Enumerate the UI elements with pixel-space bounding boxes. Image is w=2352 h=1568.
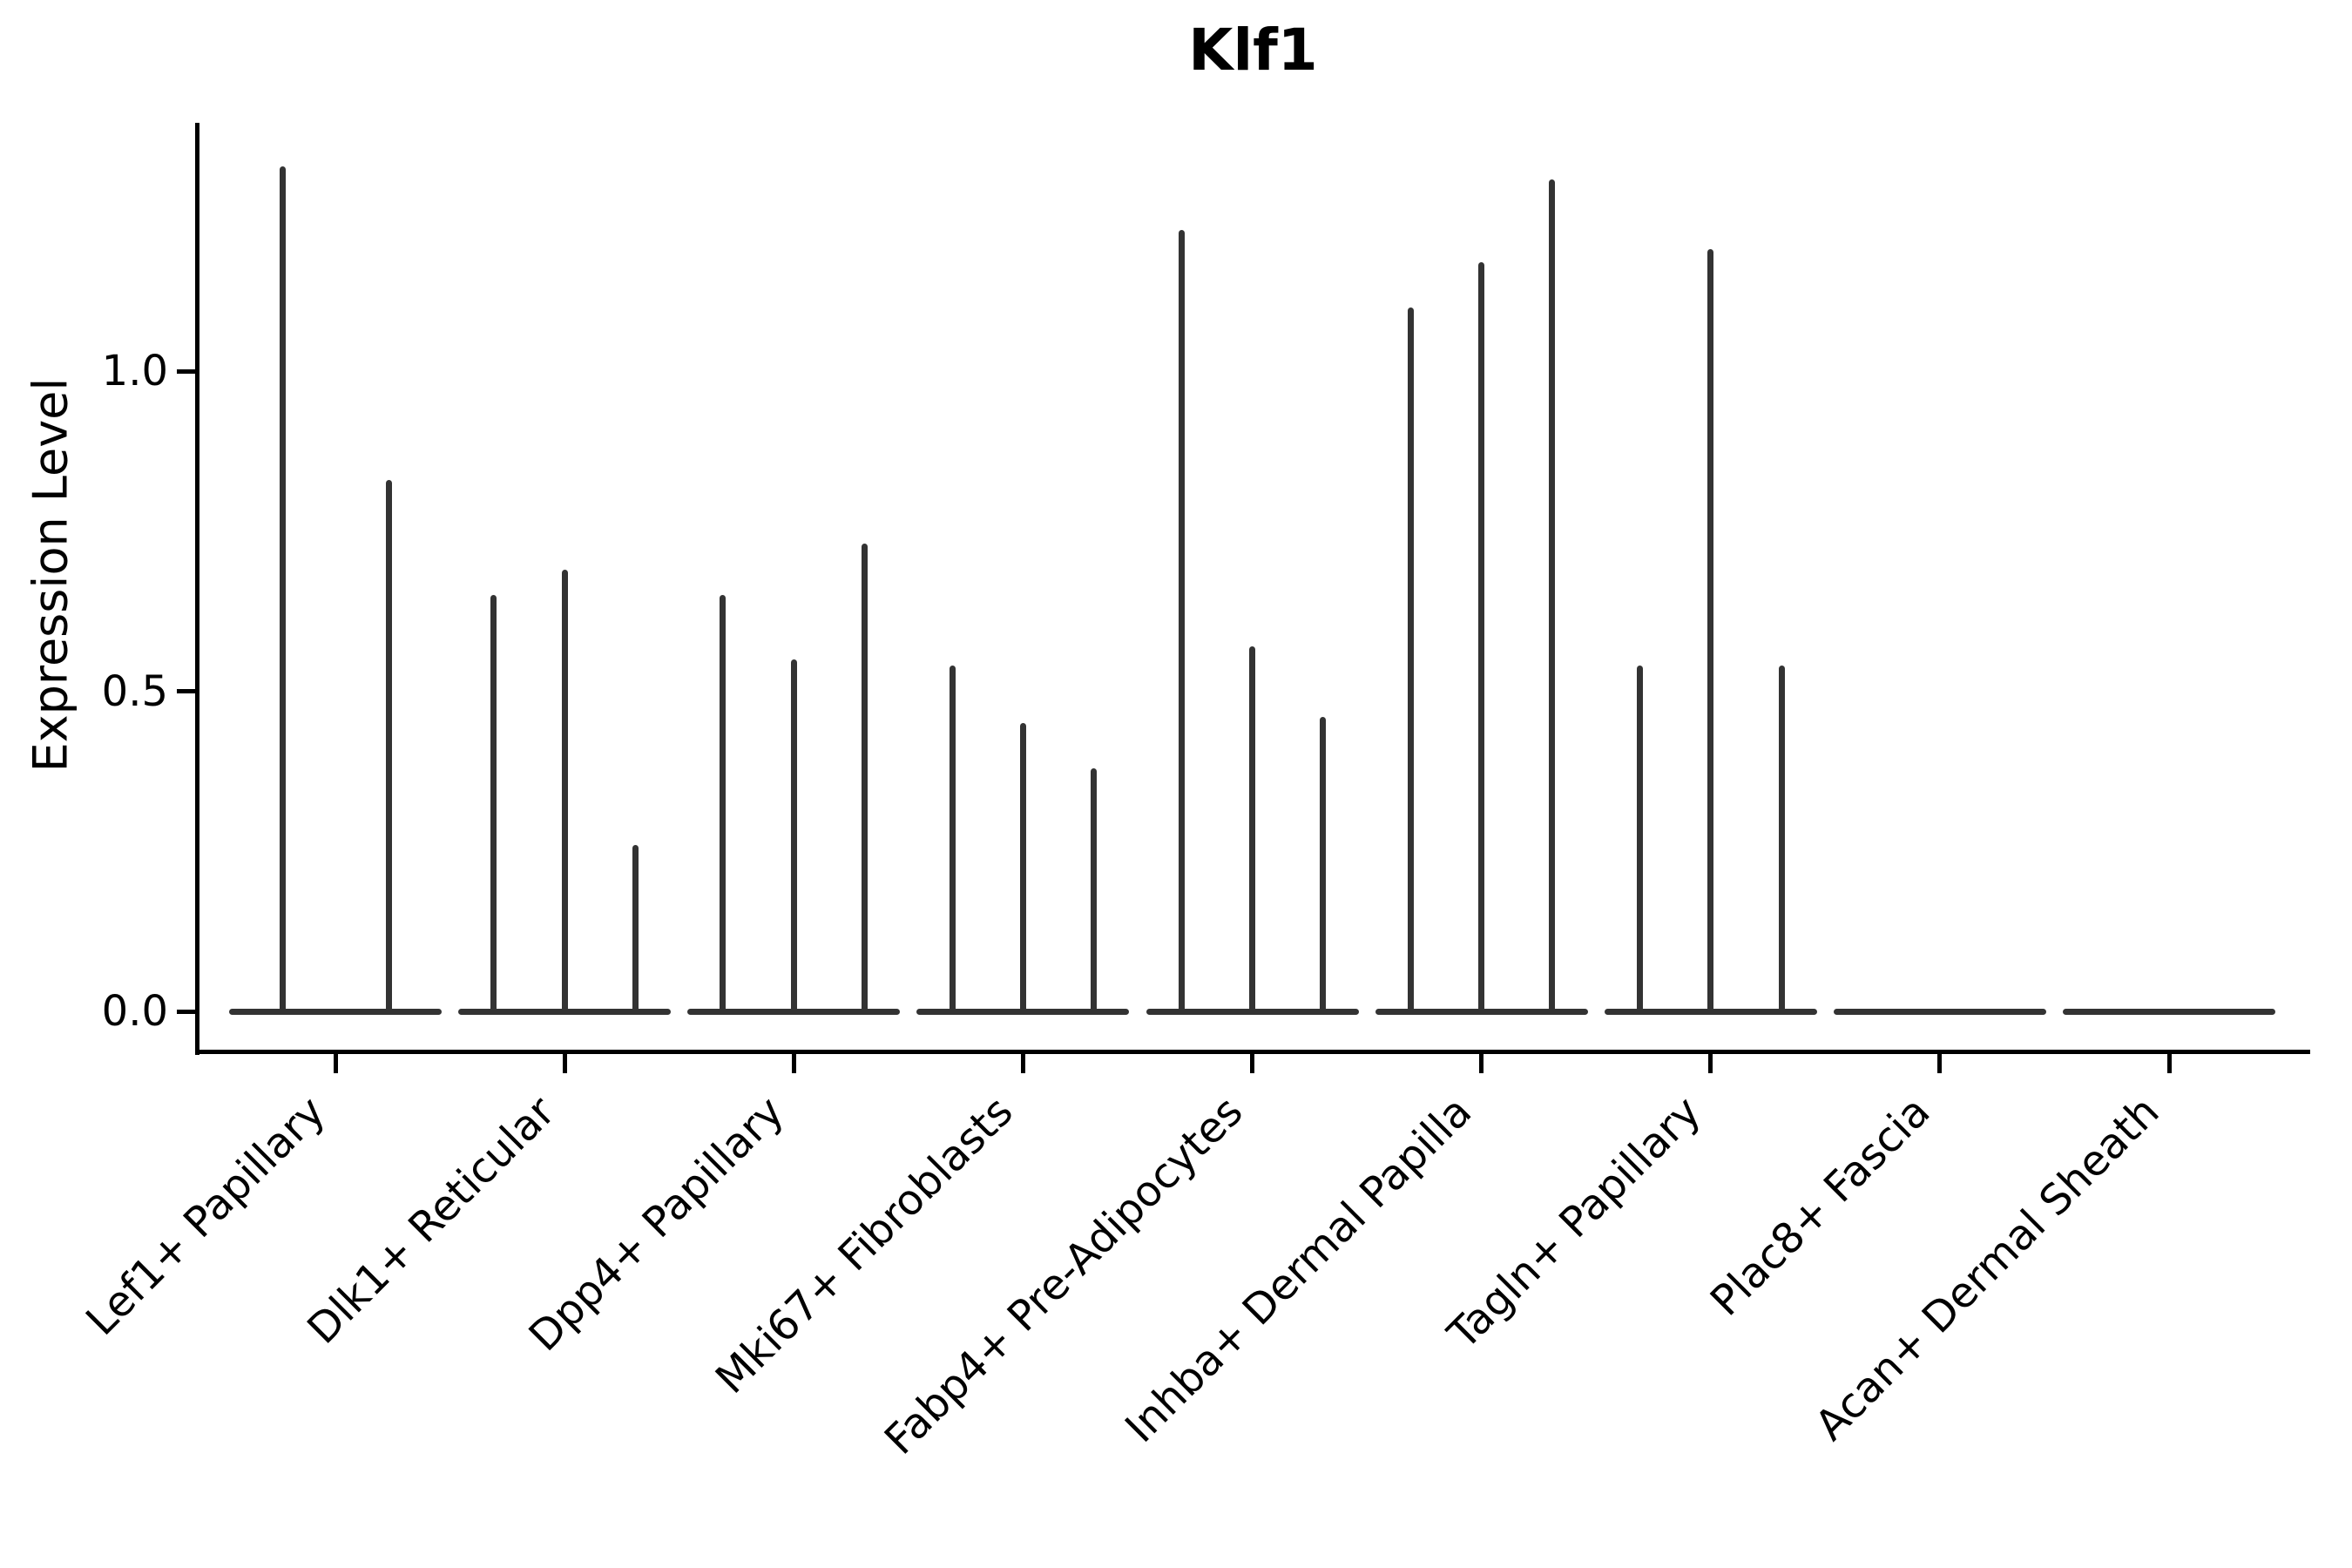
violin-spike — [279, 166, 286, 1013]
x-tick-label: Dpp4+ Papillary — [519, 1087, 794, 1362]
violin-spike — [1019, 723, 1026, 1013]
x-tick-mark — [2166, 1052, 2172, 1073]
violin-spike — [720, 595, 727, 1013]
x-tick-label: Tagln+ Papillary — [1438, 1087, 1711, 1359]
plot-title: Klf1 — [1188, 17, 1318, 84]
x-tick-mark — [1479, 1052, 1484, 1073]
x-tick-mark — [333, 1052, 338, 1073]
violin-spike — [1478, 262, 1485, 1013]
violin-spike — [561, 569, 568, 1013]
x-tick-mark — [1708, 1052, 1713, 1073]
violin-spike — [1636, 666, 1643, 1013]
violin-spike — [490, 595, 497, 1013]
y-tick-label: 1.0 — [101, 347, 168, 395]
violin-spike — [1549, 179, 1556, 1013]
violin-baseline — [2063, 1008, 2275, 1015]
x-tick-mark — [1937, 1052, 1943, 1073]
y-tick-mark — [177, 1009, 198, 1014]
violin-baseline — [1833, 1008, 2046, 1015]
x-tick-mark — [791, 1052, 796, 1073]
y-tick-label: 0.0 — [101, 987, 168, 1036]
violin-spike — [790, 659, 797, 1013]
violin-spike — [862, 544, 868, 1013]
violin-spike — [1091, 767, 1098, 1013]
x-tick-label: Plac8+ Fascia — [1700, 1087, 1940, 1326]
violin-spike — [1778, 666, 1785, 1013]
y-axis-spine — [195, 123, 199, 1055]
y-tick-mark — [177, 368, 198, 374]
x-tick-label: Lef1+ Papillary — [77, 1087, 335, 1345]
violin-spike — [949, 666, 956, 1013]
violin-baseline — [229, 1008, 442, 1015]
violin-spike — [1407, 307, 1414, 1013]
violin-spike — [385, 479, 392, 1013]
violin-spike — [1320, 716, 1327, 1013]
y-tick-mark — [177, 689, 198, 693]
violin-spike — [1178, 230, 1185, 1013]
x-tick-mark — [1020, 1052, 1025, 1073]
x-tick-mark — [1250, 1052, 1254, 1073]
violin-spike — [1249, 646, 1255, 1013]
violin-spike — [1707, 249, 1714, 1013]
x-axis-spine — [195, 1050, 2310, 1054]
x-tick-mark — [562, 1052, 567, 1073]
violin-spike — [632, 844, 639, 1013]
y-tick-label: 0.5 — [101, 666, 168, 716]
x-tick-label: Dlk1+ Reticular — [298, 1087, 564, 1354]
